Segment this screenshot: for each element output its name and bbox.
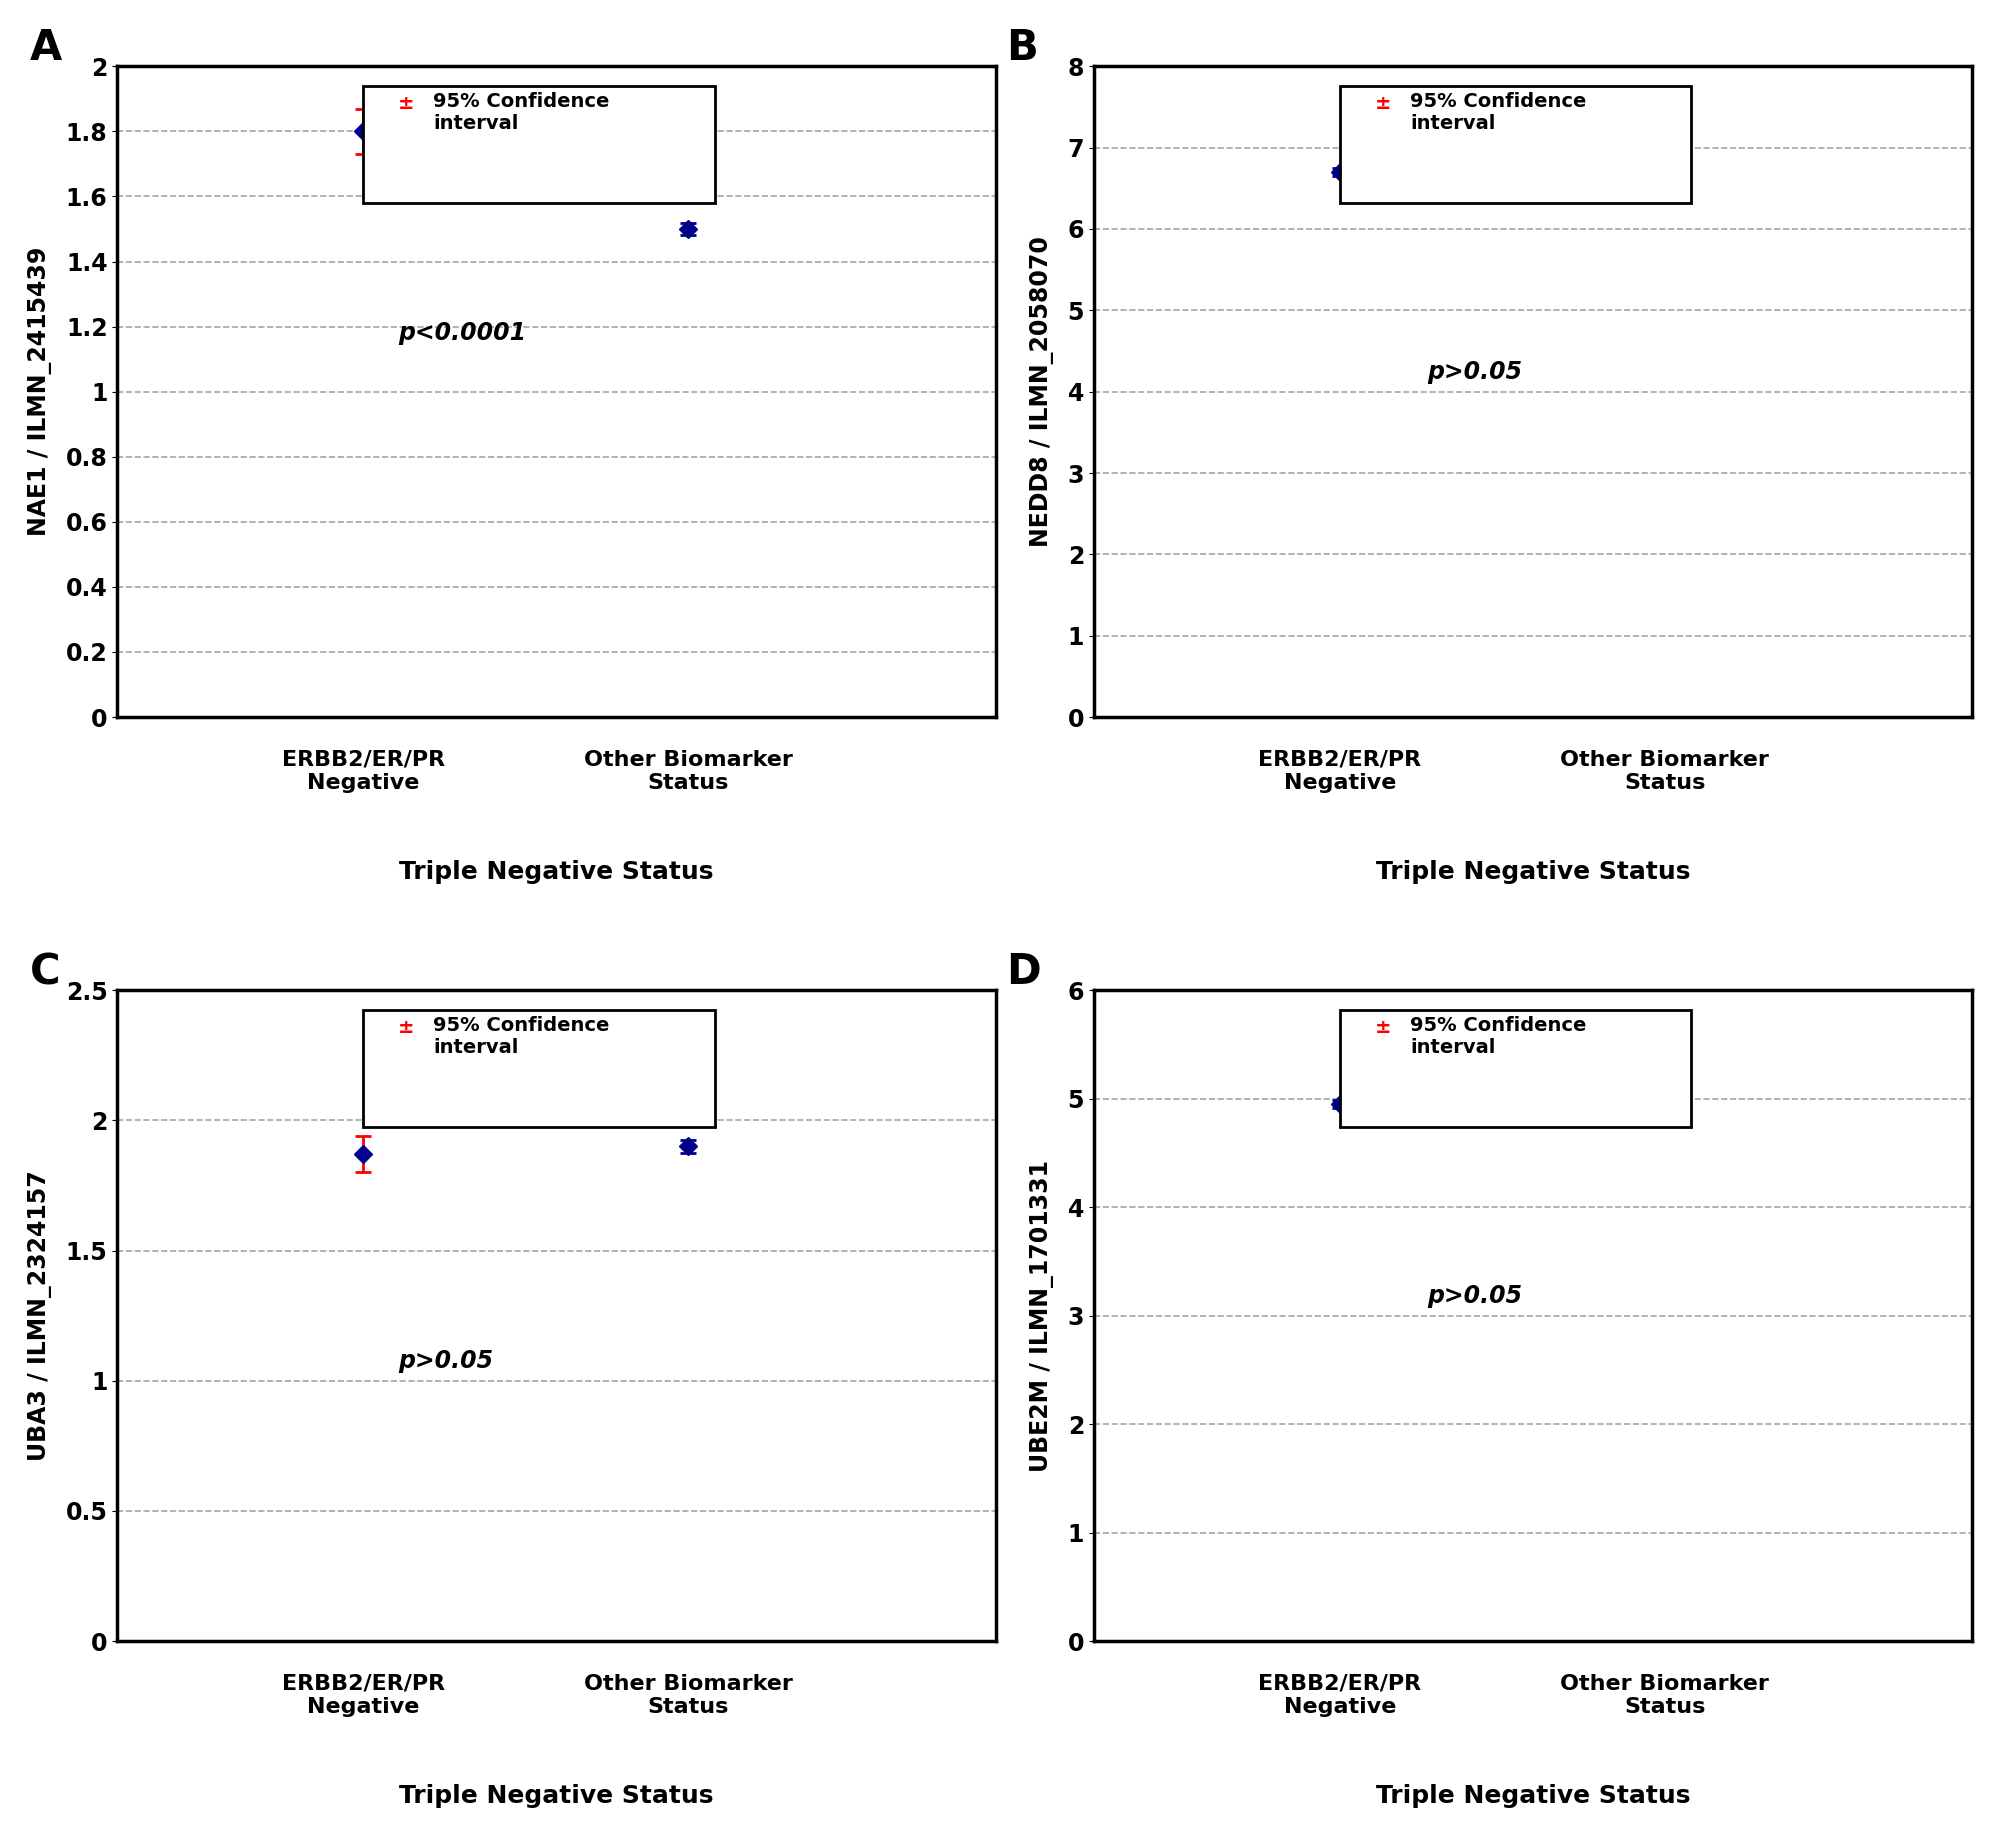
- FancyBboxPatch shape: [364, 1011, 714, 1126]
- Y-axis label: NEDD8 / ILMN_2058070: NEDD8 / ILMN_2058070: [1030, 237, 1054, 547]
- Text: p>0.05: p>0.05: [1428, 1284, 1522, 1308]
- Text: ERBB2/ER/PR
Negative: ERBB2/ER/PR Negative: [282, 750, 444, 792]
- Y-axis label: UBA3 / ILMN_2324157: UBA3 / ILMN_2324157: [28, 1170, 52, 1462]
- Text: p<0.0001: p<0.0001: [398, 321, 526, 345]
- Text: D: D: [1006, 952, 1040, 994]
- Text: p>0.05: p>0.05: [398, 1348, 494, 1372]
- Text: p>0.05: p>0.05: [1428, 359, 1522, 383]
- FancyBboxPatch shape: [364, 86, 714, 204]
- Text: 95% Confidence
interval: 95% Confidence interval: [1410, 1016, 1586, 1056]
- Text: 95% Confidence
interval: 95% Confidence interval: [434, 92, 610, 134]
- Text: ±: ±: [1374, 94, 1392, 112]
- Text: ±: ±: [1374, 1018, 1392, 1036]
- Text: ±: ±: [398, 1018, 414, 1036]
- FancyBboxPatch shape: [1340, 1011, 1692, 1126]
- Text: Other Biomarker
Status: Other Biomarker Status: [1560, 750, 1770, 792]
- Text: ERBB2/ER/PR
Negative: ERBB2/ER/PR Negative: [1258, 1674, 1422, 1717]
- Text: Other Biomarker
Status: Other Biomarker Status: [584, 750, 792, 792]
- Text: B: B: [1006, 28, 1038, 70]
- Text: ERBB2/ER/PR
Negative: ERBB2/ER/PR Negative: [1258, 750, 1422, 792]
- Text: C: C: [30, 952, 60, 994]
- FancyBboxPatch shape: [1340, 86, 1692, 204]
- Text: Other Biomarker
Status: Other Biomarker Status: [1560, 1674, 1770, 1717]
- Y-axis label: UBE2M / ILMN_1701331: UBE2M / ILMN_1701331: [1030, 1159, 1054, 1471]
- Text: ±: ±: [398, 94, 414, 112]
- Y-axis label: NAE1 / ILMN_2415439: NAE1 / ILMN_2415439: [28, 248, 52, 536]
- Text: Triple Negative Status: Triple Negative Status: [1376, 860, 1690, 884]
- Text: Triple Negative Status: Triple Negative Status: [1376, 1784, 1690, 1808]
- Text: Other Biomarker
Status: Other Biomarker Status: [584, 1674, 792, 1717]
- Text: ERBB2/ER/PR
Negative: ERBB2/ER/PR Negative: [282, 1674, 444, 1717]
- Text: Triple Negative Status: Triple Negative Status: [400, 1784, 714, 1808]
- Text: 95% Confidence
interval: 95% Confidence interval: [1410, 92, 1586, 134]
- Text: A: A: [30, 28, 62, 70]
- Text: Triple Negative Status: Triple Negative Status: [400, 860, 714, 884]
- Text: 95% Confidence
interval: 95% Confidence interval: [434, 1016, 610, 1056]
